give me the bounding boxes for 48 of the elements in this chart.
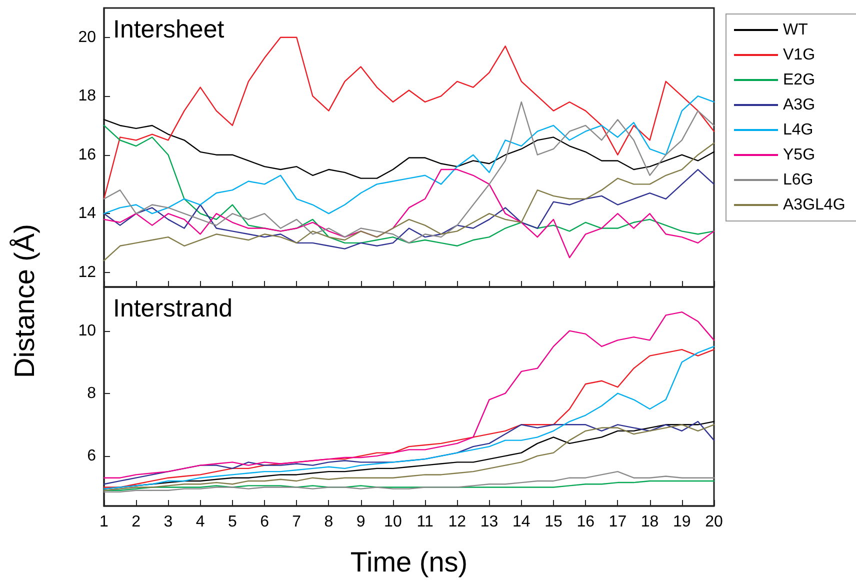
line-series [103,101,715,244]
x-tick-label: 16 [576,514,595,530]
y-tick-label: 16 [78,146,96,164]
chart-title: Intersheet [113,16,224,44]
x-tick-label: 8 [324,514,334,530]
x-tick-label: 3 [164,514,173,530]
x-tick-label: 11 [416,514,434,530]
x-tick-label: 19 [672,514,691,530]
legend-label: A3G [783,96,816,114]
y-tick-label: 18 [78,88,96,105]
y-axis-title: Distance (Å) [9,222,41,380]
y-tick-label: 14 [78,205,96,222]
line-series [103,470,715,493]
x-tick-label: 17 [608,514,627,530]
legend-label: Y5G [783,146,816,164]
y-tick-label: 20 [78,28,96,46]
x-tick-label: 1 [100,514,109,530]
y-tick-label: 6 [87,447,96,464]
y-tick-label: 10 [78,322,96,340]
line-series [103,480,715,491]
line-series [103,96,715,214]
x-tick-label: 2 [132,514,141,530]
x-axis-title: Time (ns) [350,546,468,578]
x-tick-label: 9 [356,514,366,530]
x-tick-label: 14 [512,514,530,530]
line-series [103,36,715,200]
legend-label: A3GL4G [783,196,846,214]
legend-label: E2G [783,72,816,88]
chart-title: Interstrand [113,294,233,322]
x-tick-label: 15 [544,514,562,530]
line-series [103,142,715,262]
x-tick-label: 6 [260,514,270,530]
legend-label: WT [783,22,808,38]
x-tick-label: 7 [292,514,302,530]
y-tick-label: 12 [78,264,96,281]
x-tick-label: 12 [448,514,466,530]
x-tick-label: 18 [640,514,659,530]
y-tick-label: 8 [87,384,96,402]
x-tick-label: 20 [705,514,723,530]
line-series [103,119,715,179]
x-tick-label: 13 [480,514,498,530]
x-tick-label: 5 [228,514,237,530]
legend-label: L6G [783,172,814,188]
legend-label: V1G [783,46,816,64]
x-tick-label: 10 [384,514,402,530]
line-series [103,124,715,246]
legend-label: L4G [783,122,814,138]
x-tick-label: 4 [196,514,205,530]
